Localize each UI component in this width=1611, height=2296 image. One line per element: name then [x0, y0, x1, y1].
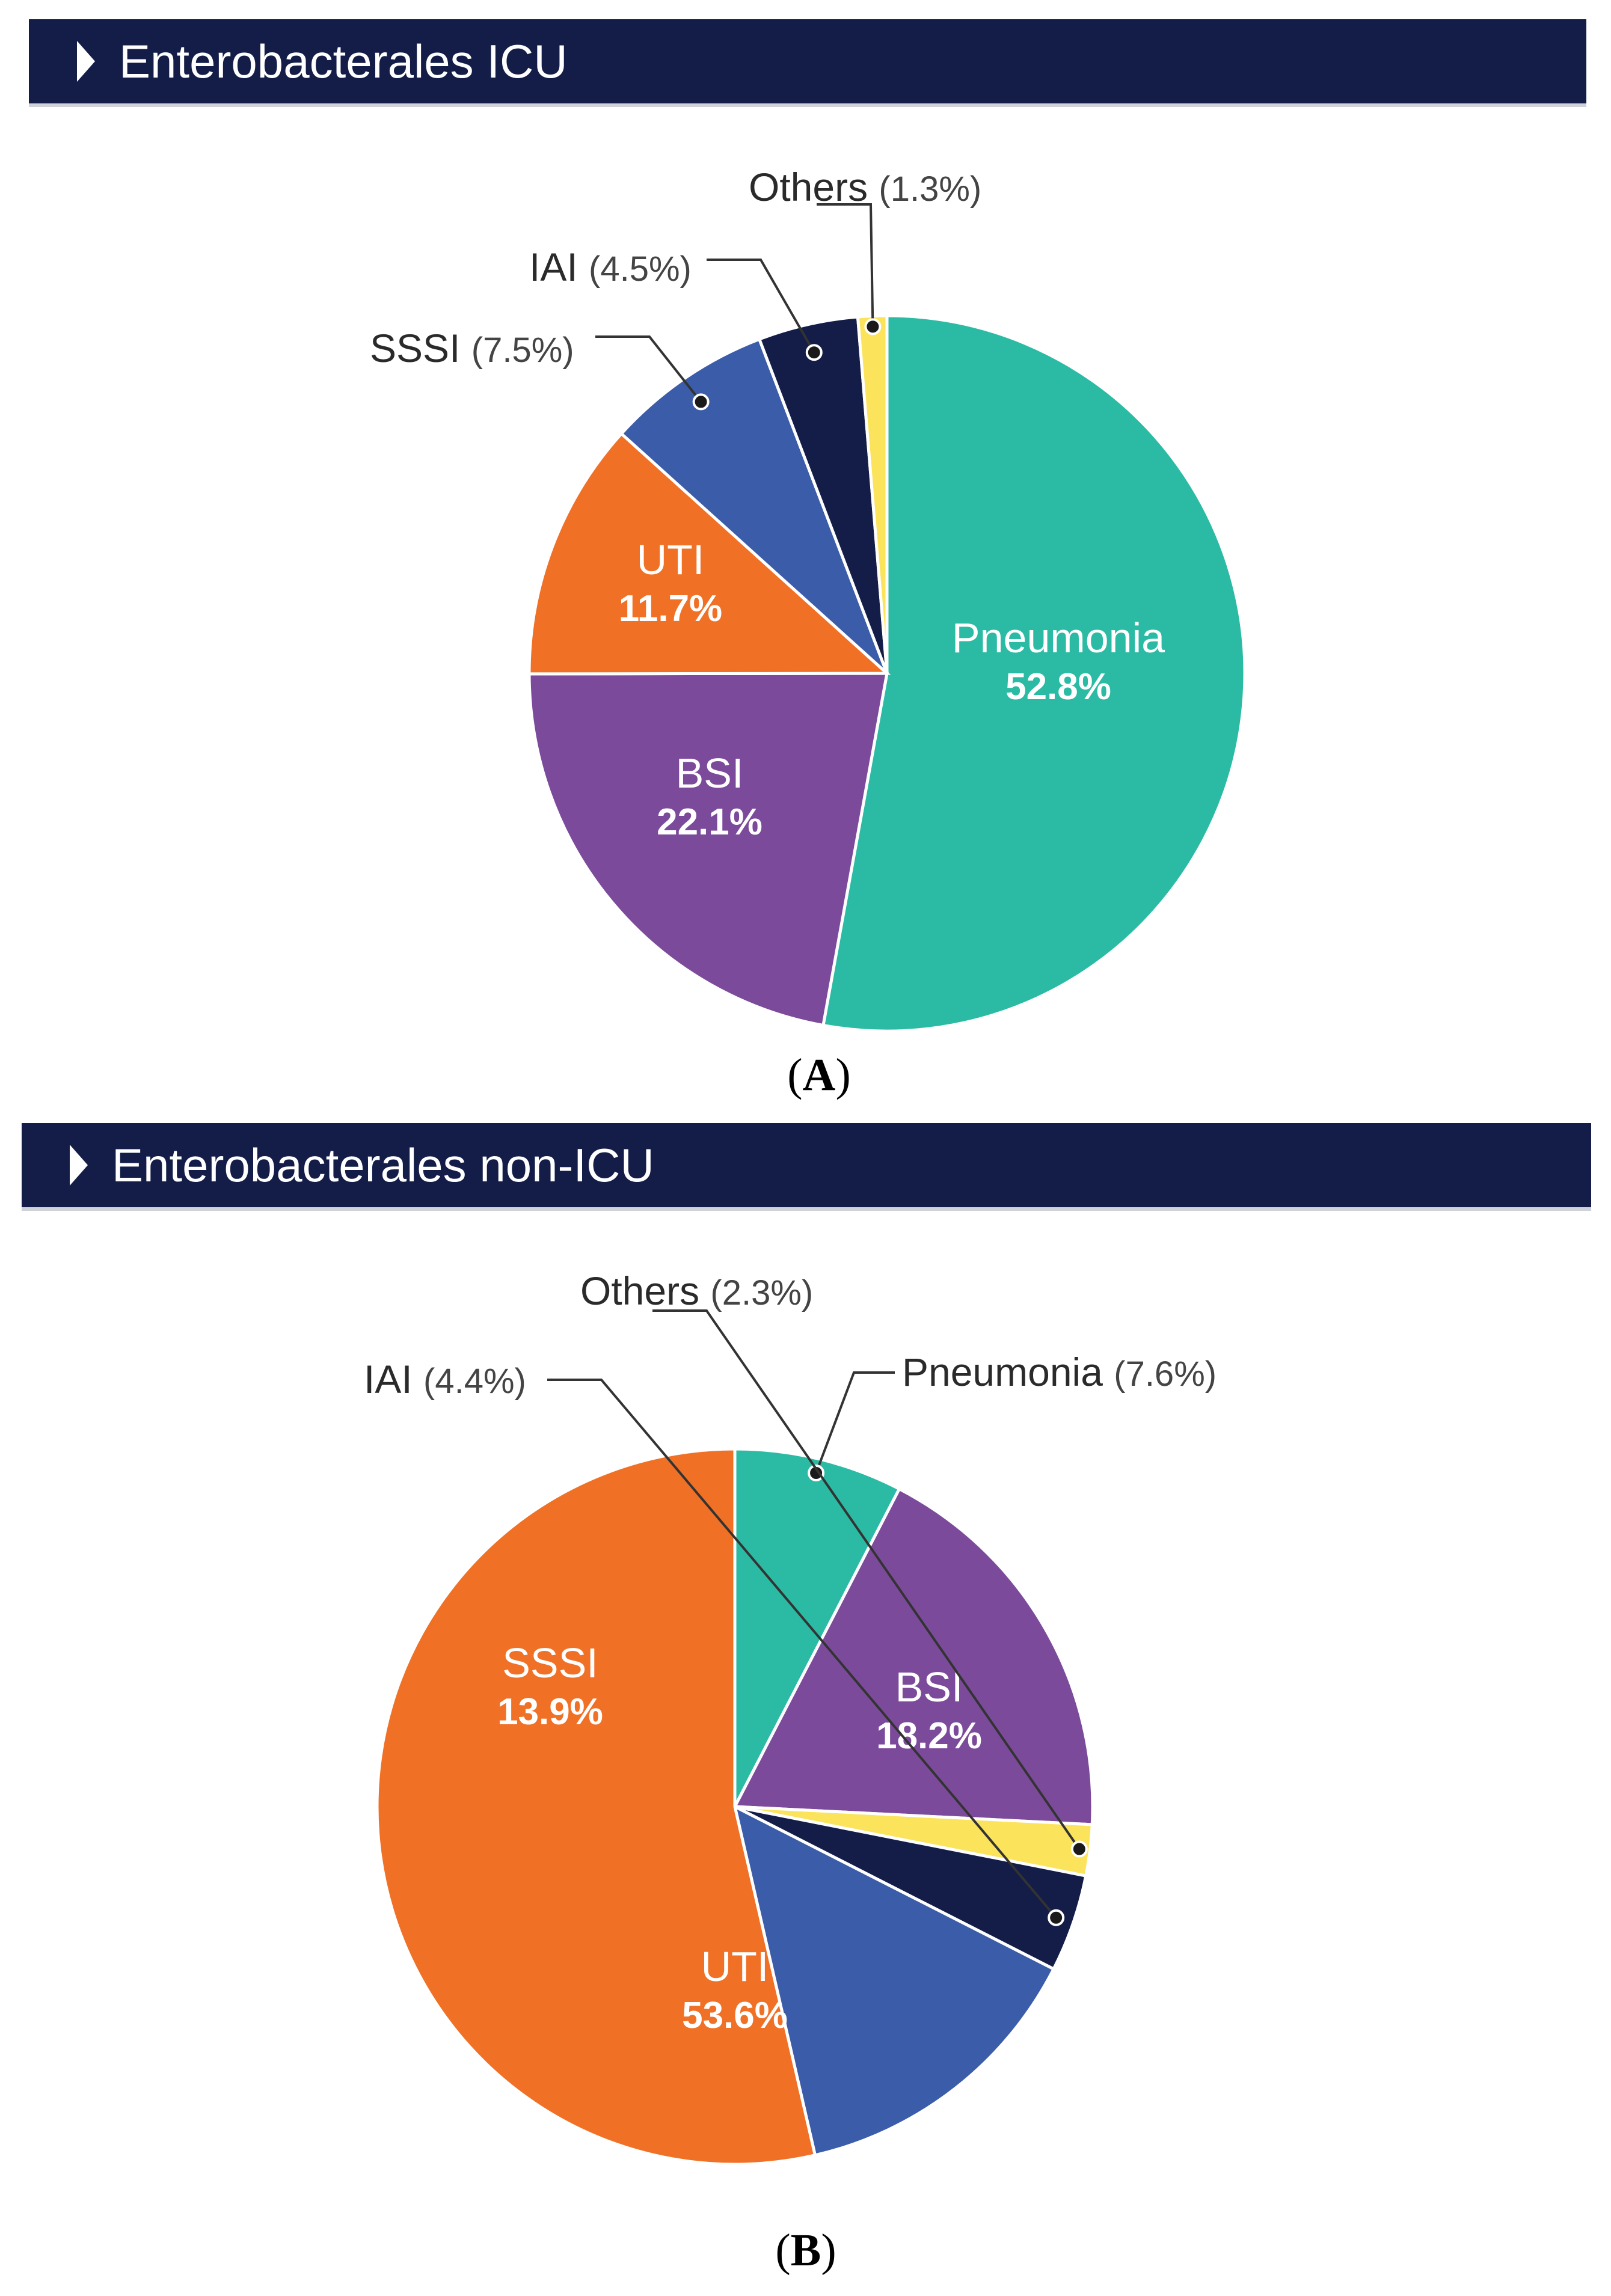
leader-dot-iai [1048, 1909, 1065, 1926]
leader-dot-pneumonia [808, 1465, 825, 1482]
slice-uti [375, 1447, 817, 2166]
slice-sssi [732, 1804, 1056, 2157]
leader-dot-others [1070, 1840, 1088, 1858]
slice-iai [757, 315, 889, 674]
callout-label-iai: IAI (4.4%) [364, 1357, 526, 1401]
slice-pneumonia [733, 1447, 901, 1808]
slice-value-uti: 11.7% [619, 588, 722, 629]
slice-value-bsi: 22.1% [657, 801, 763, 843]
slice-uti [527, 431, 891, 676]
callout-label-iai: IAI (4.5%) [529, 245, 692, 289]
caret-right-icon [77, 41, 95, 82]
panel-a-header: Enterobacterales ICU [29, 19, 1586, 107]
leader-dot-sssi [692, 393, 710, 411]
slice-value-sssi: 13.9% [497, 1691, 603, 1733]
slice-label-bsi: BSI [895, 1664, 963, 1710]
panel-b-header: Enterobacterales non-ICU [22, 1123, 1591, 1211]
panel-a-letter: A [802, 1050, 836, 1100]
leader-dot-iai [805, 344, 823, 361]
caret-right-icon [70, 1145, 88, 1186]
slice-iai [734, 1805, 1088, 1971]
callout-label-pneumonia: Pneumonia (7.6%) [902, 1350, 1217, 1394]
slice-label-uti: UTI [701, 1943, 769, 1990]
leader-line-iai [707, 259, 815, 354]
leader-dot-others [864, 318, 882, 335]
leader-line-sssi [595, 335, 702, 403]
slice-label-bsi: BSI [676, 750, 744, 797]
slice-value-pneumonia: 52.8% [1005, 666, 1111, 708]
pie-chart-b: BSI 18.2% UTI 53.6% SSSI 13.9% Pneumonia (7.6%… [364, 1269, 1217, 2166]
leader-line-pneumonia [815, 1371, 895, 1474]
panel-a-title: Enterobacterales ICU [119, 34, 568, 88]
slice-label-uti: UTI [637, 536, 705, 583]
slice-value-uti: 53.6% [682, 1995, 788, 2036]
slice-sssi [619, 337, 889, 675]
slice-pneumonia [821, 314, 1247, 1033]
leader-line-others [652, 1309, 1081, 1850]
panel-b-title: Enterobacterales non-ICU [112, 1138, 654, 1192]
slice-label-sssi: SSSI [502, 1639, 598, 1686]
leader-line-others [817, 203, 874, 327]
slice-bsi [527, 672, 889, 1027]
leader-line-iai [547, 1379, 1057, 1919]
panel-b-letter: B [790, 2225, 821, 2276]
callout-label-others: Others (1.3%) [749, 165, 981, 209]
panel-b-caption: (B) [775, 2225, 836, 2276]
panel-a-caption: (A) [787, 1050, 851, 1100]
slice-value-bsi: 18.2% [876, 1715, 982, 1757]
callout-label-sssi: SSSI (7.5%) [370, 326, 574, 370]
callout-label-others: Others (2.3%) [580, 1269, 813, 1313]
slice-label-pneumonia: Pneumonia [952, 614, 1165, 661]
